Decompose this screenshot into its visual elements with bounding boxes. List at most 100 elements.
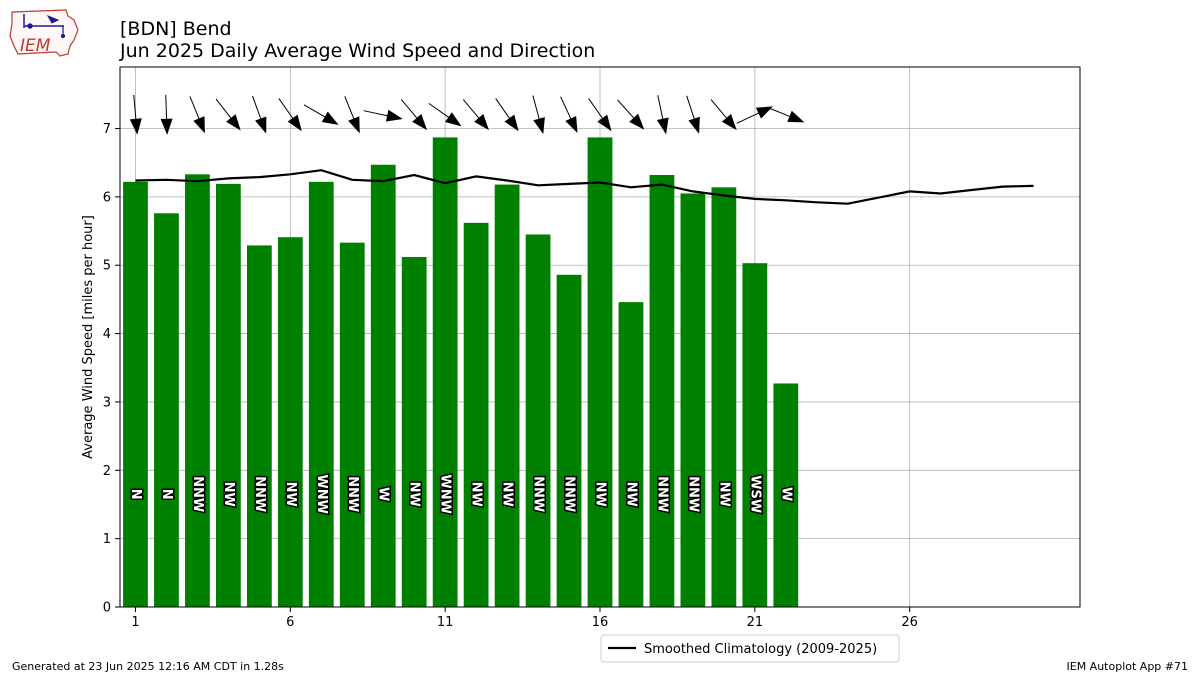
- wind-arrow-shaft: [215, 98, 233, 120]
- logo-text: IEM: [20, 36, 51, 56]
- wind-arrow: [710, 99, 737, 131]
- speed-bar: [649, 175, 675, 607]
- legend: Smoothed Climatology (2009-2025): [600, 634, 900, 663]
- wind-arrow-head: [444, 112, 462, 127]
- speed-bar: [308, 181, 334, 607]
- direction-label: NW: [407, 482, 422, 507]
- wind-arrow: [736, 106, 773, 124]
- direction-label: NW: [716, 482, 731, 507]
- chart-subtitle: Jun 2025 Daily Average Wind Speed and Di…: [120, 40, 596, 62]
- wind-arrow-shaft: [495, 98, 511, 121]
- wind-arrow: [588, 98, 612, 132]
- wind-arrow: [303, 104, 339, 125]
- y-tick-label: 3: [103, 395, 111, 410]
- wind-arrow: [560, 96, 578, 133]
- y-tick-label: 0: [103, 601, 111, 616]
- speed-bar: [154, 213, 179, 607]
- wind-arrow-shaft: [736, 111, 761, 124]
- wind-arrow-head: [688, 116, 700, 134]
- x-tick-label: 1: [131, 615, 139, 630]
- wind-arrow-head: [385, 109, 403, 122]
- wind-arrow: [363, 109, 403, 122]
- wind-arrow-head: [565, 115, 578, 133]
- direction-label: N: [128, 489, 143, 500]
- direction-label: WNW: [438, 474, 453, 514]
- y-tick-label: 2: [103, 464, 111, 479]
- footer-generated: Generated at 23 Jun 2025 12:16 AM CDT in…: [12, 660, 284, 673]
- wind-arrow-shaft: [428, 102, 451, 119]
- wind-arrow-head: [255, 116, 267, 134]
- x-tick-label: 26: [901, 615, 918, 630]
- wind-arrow: [129, 94, 142, 135]
- speed-bar: [216, 183, 241, 607]
- wind-arrow-shaft: [588, 98, 604, 121]
- wind-arrow-head: [504, 114, 519, 132]
- direction-label: NNW: [562, 476, 577, 512]
- climatology-line-layer: [135, 169, 1034, 205]
- direction-label: NNW: [685, 476, 700, 512]
- climatology-line: [135, 169, 1034, 205]
- wind-arrow-shaft: [532, 95, 541, 121]
- chart-title: [BDN] Bend: [120, 18, 232, 40]
- speed-bar: [680, 193, 706, 608]
- direction-label: NW: [469, 482, 484, 507]
- legend-label-climatology: Smoothed Climatology (2009-2025): [644, 642, 877, 657]
- wind-arrow-shaft: [400, 99, 419, 120]
- speed-bar: [742, 263, 768, 607]
- wind-arrow: [344, 96, 360, 134]
- speed-bar: [432, 137, 458, 607]
- speed-bar: [773, 383, 799, 607]
- wind-arrow-head: [348, 116, 360, 134]
- y-tick-label: 6: [103, 190, 111, 205]
- wind-arrow-head: [287, 114, 302, 132]
- wind-arrow-shaft: [303, 104, 327, 119]
- speed-bar: [463, 222, 489, 608]
- wind-arrow: [252, 95, 267, 134]
- direction-label: NNW: [252, 476, 267, 512]
- wind-arrow-head: [656, 117, 669, 135]
- wind-arrow: [532, 95, 545, 135]
- wind-arrow-head: [755, 106, 773, 119]
- wind-arrow-shaft: [363, 110, 390, 117]
- wind-arrow: [215, 98, 241, 131]
- wind-arrow: [400, 99, 428, 131]
- y-tick-label: 7: [103, 122, 111, 137]
- wind-arrow: [160, 94, 173, 135]
- wind-arrow-shaft: [252, 95, 262, 121]
- wind-arrow-head: [597, 114, 612, 132]
- wind-arrow-head: [160, 118, 173, 135]
- wind-arrow-head: [533, 117, 545, 135]
- speed-bar: [370, 164, 396, 608]
- y-axis-ticks: 0 1 2 3 4 5 6 7: [103, 122, 120, 616]
- direction-label: WNW: [314, 474, 329, 514]
- speed-bar: [587, 137, 613, 607]
- direction-label: NNW: [345, 476, 360, 512]
- wind-arrow-shaft: [710, 99, 729, 120]
- wind-arrow: [656, 95, 669, 135]
- wind-arrow: [428, 102, 462, 127]
- wind-arrow: [686, 95, 700, 134]
- x-tick-label: 21: [747, 615, 764, 630]
- weather-station-mark: [23, 14, 66, 39]
- wind-arrow-shaft: [133, 94, 137, 121]
- wind-arrow: [462, 99, 489, 131]
- wind-arrow: [767, 106, 805, 123]
- direction-label: NW: [221, 482, 236, 507]
- wind-arrow-shaft: [189, 96, 201, 121]
- direction-labels: N N NNW NW NNW NW WNW NNW W NW WNW NW NW NNW NNW NW NW NN…: [126, 473, 794, 516]
- direction-label: WSW: [747, 475, 762, 513]
- wind-arrow: [278, 98, 302, 132]
- direction-label: NW: [283, 482, 298, 507]
- speed-bar: [556, 274, 582, 607]
- y-tick-label: 5: [103, 259, 111, 274]
- direction-label: NW: [623, 482, 638, 507]
- wind-arrow-shaft: [767, 106, 792, 118]
- wind-arrow-head: [129, 118, 142, 135]
- wind-arrow-shaft: [344, 96, 355, 121]
- y-tick-label: 1: [103, 532, 111, 547]
- wind-arrow: [189, 96, 205, 134]
- direction-label: W: [778, 487, 793, 501]
- direction-label: W: [376, 487, 391, 501]
- wind-arrow-shaft: [165, 94, 168, 121]
